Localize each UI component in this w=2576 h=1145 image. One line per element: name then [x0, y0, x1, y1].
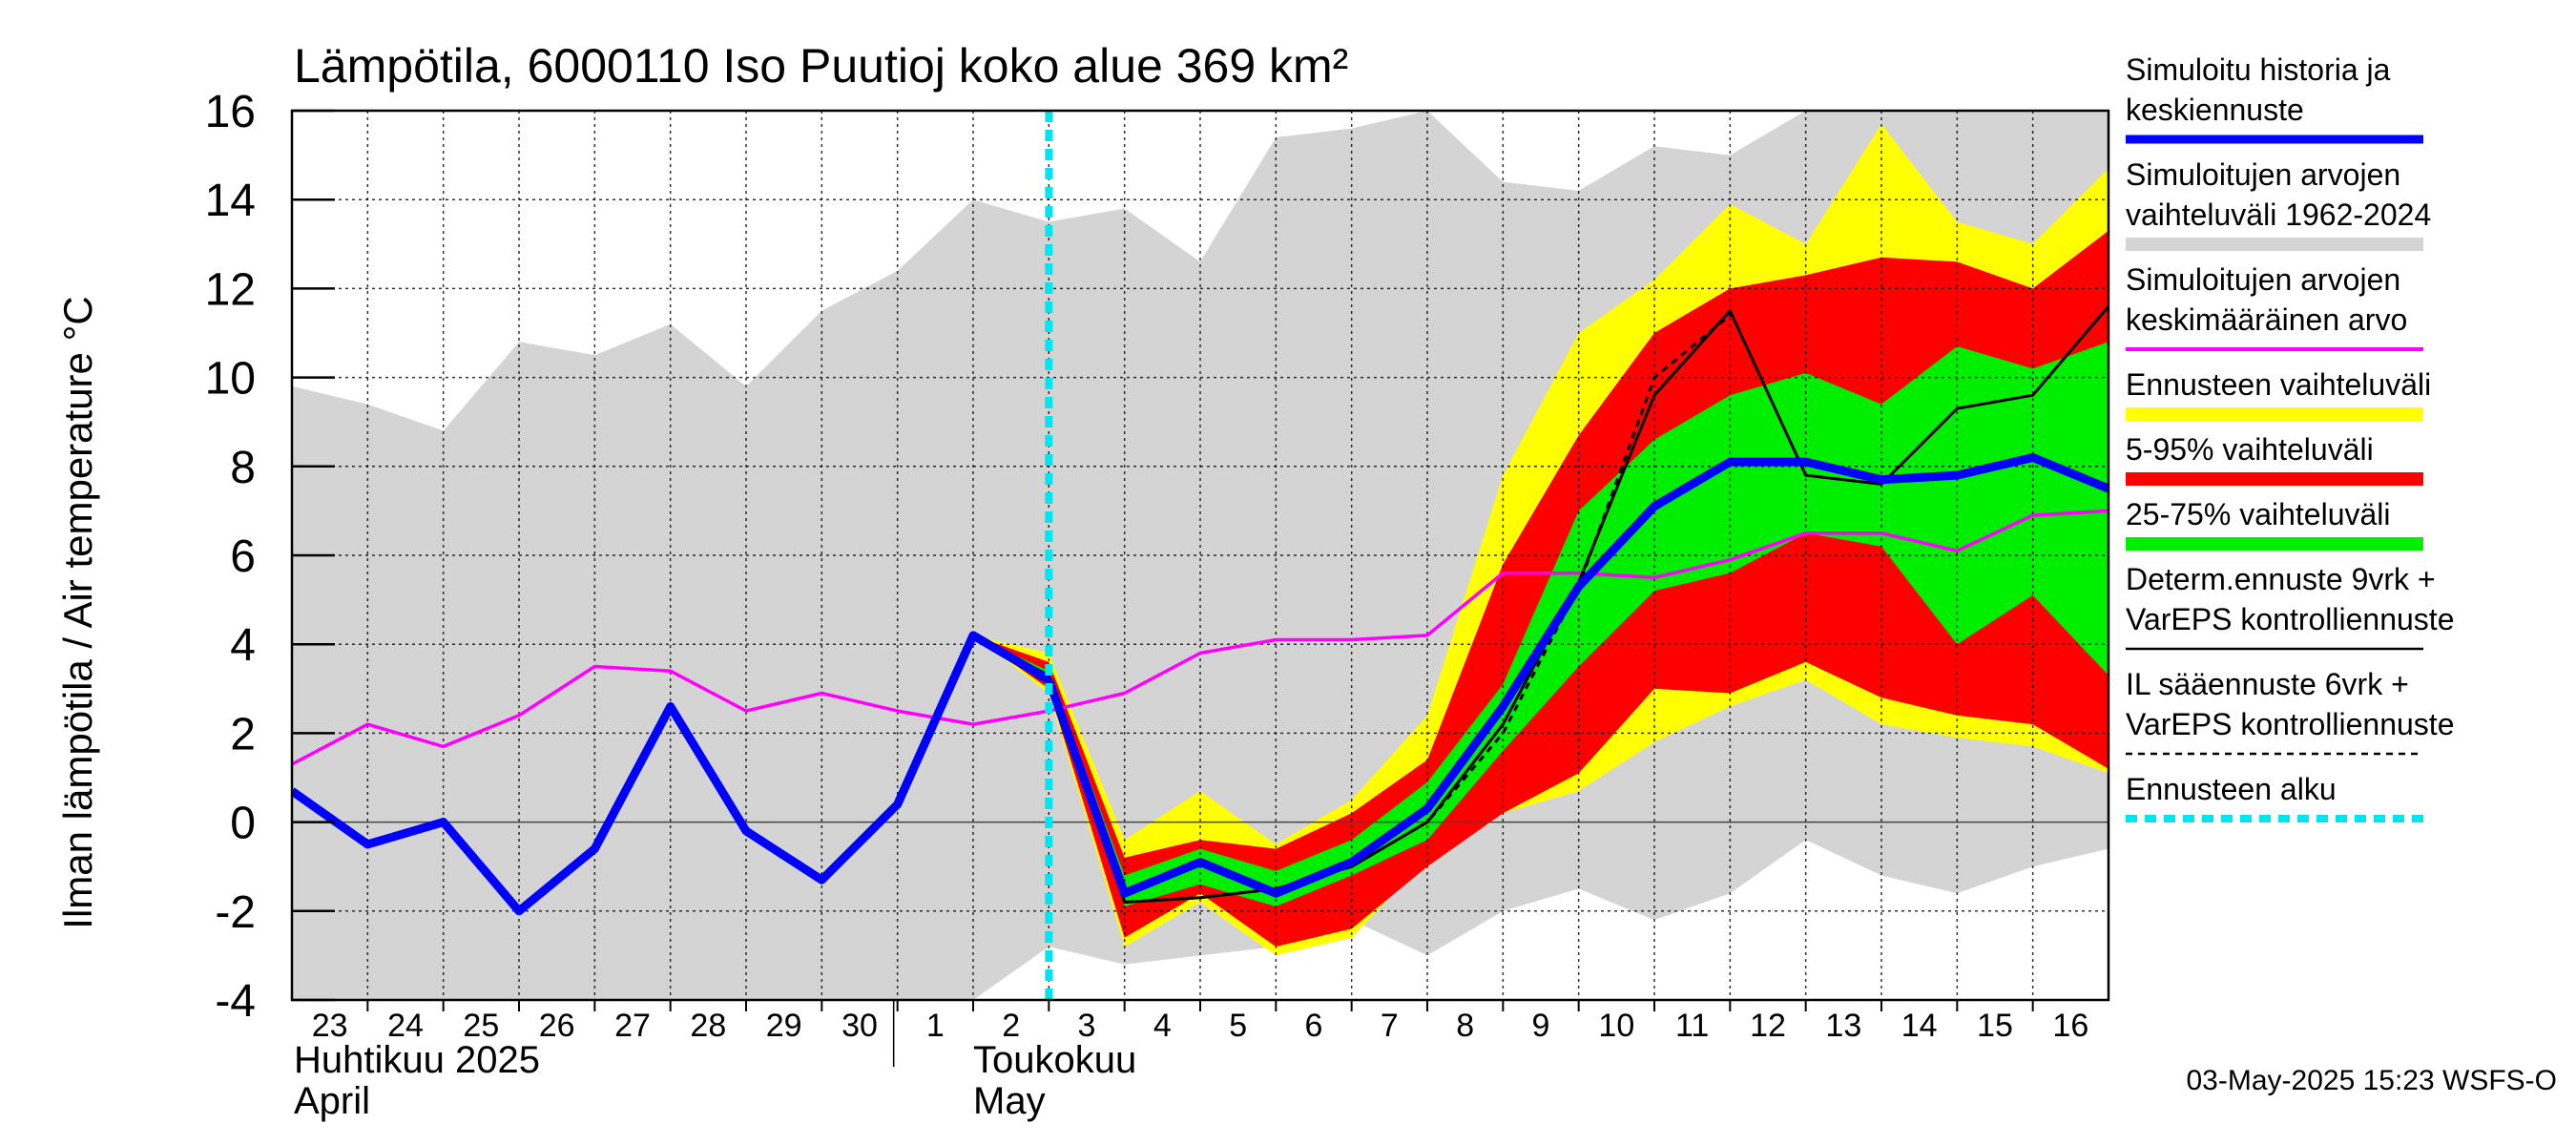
legend-text: Simuloitujen arvojen	[2126, 262, 2400, 297]
x-tick-label: 10	[1598, 1008, 1634, 1044]
month-label-line2: May	[973, 1080, 1046, 1122]
legend-text: Determ.ennuste 9vrk +	[2126, 562, 2436, 596]
month-label-line1: Huhtikuu 2025	[294, 1039, 540, 1081]
legend-text: vaihteluväli 1962-2024	[2126, 198, 2431, 232]
x-tick-label: 4	[1153, 1008, 1172, 1044]
chart-title: Lämpötila, 6000110 Iso Puutioj koko alue…	[294, 39, 1348, 93]
axes-layer: -4 -2 0 2 4 6 8 10 12 14 16	[205, 87, 2110, 1027]
x-tick-label: 9	[1532, 1008, 1550, 1044]
x-tick-label: 11	[1675, 1008, 1709, 1044]
mean-line	[292, 509, 2109, 766]
x-tick-label: 30	[841, 1008, 878, 1044]
legend-text: IL sääennuste 6vrk +	[2126, 667, 2409, 701]
y-tick-label: 0	[230, 799, 256, 849]
x-tick-label: 26	[539, 1008, 575, 1044]
y-tick-label: 14	[205, 176, 256, 226]
legend-text: Ennusteen vaihteluväli	[2126, 367, 2431, 402]
ens-mean-line	[1045, 453, 2109, 898]
month-label-line1: Toukokuu	[973, 1039, 1136, 1081]
p25-75-layer	[973, 342, 2109, 907]
y-tick-label: 4	[230, 620, 256, 671]
x-tick-label: 25	[463, 1008, 499, 1044]
y-tick-label: -2	[215, 887, 256, 938]
legend-text: VarEPS kontrolliennuste	[2126, 602, 2454, 636]
y-tick-label: 8	[230, 443, 256, 493]
y-tick-label: 16	[205, 87, 256, 137]
timestamp: 03-May-2025 15:23 WSFS-O	[2187, 1065, 2558, 1096]
x-tick-label: 13	[1825, 1008, 1861, 1044]
x-tick-label: 27	[614, 1008, 651, 1044]
x-tick-label: 23	[312, 1008, 348, 1044]
x-tick-label: 2	[1002, 1008, 1020, 1044]
legend-text: Simuloitujen arvojen	[2126, 157, 2400, 192]
legend-text: 5-95% vaihteluväli	[2126, 432, 2374, 467]
x-tick-label: 8	[1456, 1008, 1474, 1044]
y-tick-label: 2	[230, 709, 256, 760]
y-tick-label: 6	[230, 531, 256, 582]
x-tick-label: 7	[1381, 1008, 1399, 1044]
legend-text: keskimääräinen arvo	[2126, 302, 2407, 337]
legend-text: keskiennuste	[2126, 93, 2304, 127]
x-tick-label: 12	[1750, 1008, 1786, 1044]
legend-text: Ennusteen alku	[2126, 772, 2337, 806]
legend-text: VarEPS kontrolliennuste	[2126, 707, 2454, 741]
series-lines-layer	[292, 111, 2109, 1000]
x-tick-label: 5	[1229, 1008, 1247, 1044]
sim-history-line	[292, 631, 1051, 916]
x-tick-label: 24	[387, 1008, 424, 1044]
x-tick-labels: 23 24 25 26 27 28 29 30 1 2 3 4 5 6 7 8 9 10 11 12 13 14 15 16	[312, 1008, 2088, 1044]
legend-text: Simuloitu historia ja	[2126, 52, 2391, 87]
p25-75-band	[973, 342, 2109, 907]
x-tick-label: 29	[766, 1008, 802, 1044]
legend-text: 25-75% vaihteluväli	[2126, 497, 2391, 531]
x-tick-label: 14	[1901, 1008, 1938, 1044]
plot-area	[292, 111, 2109, 1000]
y-tick-label: 10	[205, 354, 256, 405]
x-tick-label: 15	[1977, 1008, 2013, 1044]
y-tick-label: 12	[205, 264, 256, 315]
legend: Simuloitu historia ja keskiennuste Simuloi…	[2126, 52, 2454, 822]
month-label-line2: April	[294, 1080, 370, 1122]
x-tick-label: 16	[2052, 1008, 2088, 1044]
y-tick-label: -4	[215, 976, 256, 1027]
x-tick-label: 1	[926, 1008, 945, 1044]
x-tick-label: 6	[1305, 1008, 1323, 1044]
grid-layer	[292, 111, 2109, 1000]
y-axis-label: Ilman lämpötila / Air temperature °C	[55, 296, 100, 928]
x-tick-label: 3	[1078, 1008, 1096, 1044]
x-tick-label: 28	[690, 1008, 726, 1044]
